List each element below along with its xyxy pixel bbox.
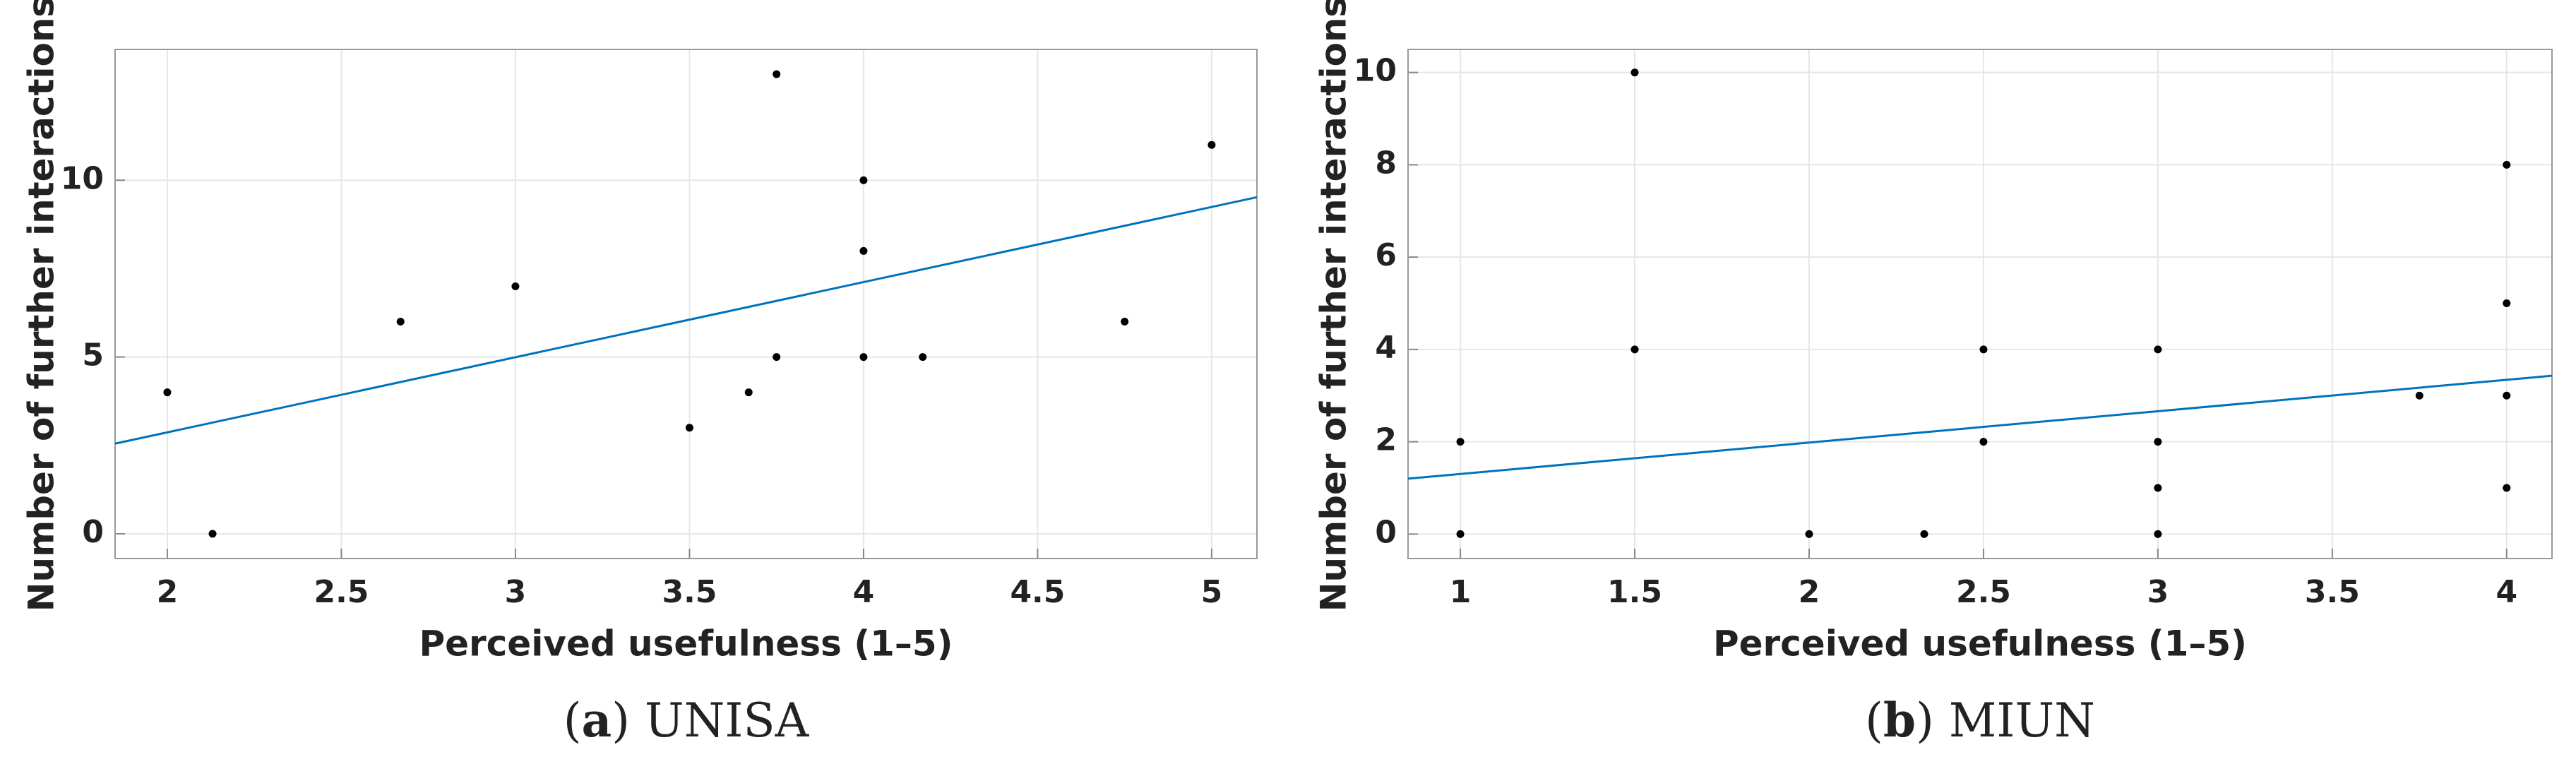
x-tick-label: 4 — [853, 574, 875, 610]
x-tick-label: 2 — [157, 574, 179, 610]
y-tick-label: 2 — [1375, 422, 1397, 458]
caption-part: ( — [1865, 693, 1883, 748]
x-tick-label: 3.5 — [662, 574, 717, 610]
fit-line — [114, 196, 1258, 445]
data-point — [396, 318, 405, 326]
data-point — [2154, 345, 2162, 354]
y-axis-label: Number of further interactions — [21, 0, 62, 611]
caption: (a) UNISA — [564, 693, 810, 748]
x-tick-label: 3 — [505, 574, 527, 610]
x-axis-label: Perceived usefulness (1–5) — [419, 623, 953, 664]
y-tick-label: 4 — [1375, 330, 1397, 366]
data-point — [1630, 345, 1639, 354]
data-point — [744, 388, 753, 397]
data-point — [1920, 530, 1928, 538]
data-point — [859, 353, 868, 362]
data-point — [773, 353, 781, 362]
data-point — [1121, 318, 1129, 326]
data-point — [919, 353, 927, 362]
y-tick-label: 0 — [82, 514, 104, 550]
data-point — [1208, 141, 1216, 149]
caption-part: b — [1883, 693, 1916, 748]
data-point — [773, 70, 781, 78]
data-point — [859, 176, 868, 184]
data-point — [1979, 345, 1988, 354]
y-axis-label: Number of further interactions — [1313, 0, 1354, 611]
data-point — [1979, 438, 1988, 446]
y-tick-label: 5 — [82, 338, 104, 374]
data-point — [1805, 530, 1813, 538]
plot-frame — [1407, 49, 2553, 559]
plot-frame — [114, 49, 1258, 559]
data-point — [1456, 530, 1465, 538]
data-point — [685, 424, 693, 432]
chart-panel: 1 1.5 2 2.5 3 3.5 4 0 2 4 6 8 10 Perceived usefulness… — [1313, 0, 2553, 748]
x-tick-label: 3 — [2147, 574, 2169, 610]
data-point — [2154, 530, 2162, 538]
caption-part: a — [581, 693, 612, 748]
y-tick-label: 6 — [1375, 237, 1397, 273]
x-axis-label: Perceived usefulness (1–5) — [1713, 623, 2247, 664]
caption-part: ( — [564, 693, 582, 748]
y-tick-label: 0 — [1375, 514, 1397, 550]
y-tick-label: 10 — [61, 160, 104, 196]
caption: (b) MIUN — [1865, 693, 2095, 748]
caption-part: ) UNISA — [612, 693, 809, 748]
data-point — [2154, 438, 2162, 446]
data-point — [2503, 484, 2511, 492]
x-tick-label: 2 — [1799, 574, 1820, 610]
data-point — [2503, 299, 2511, 308]
x-tick-label: 5 — [1201, 574, 1223, 610]
data-point — [163, 388, 172, 397]
x-tick-label: 2.5 — [1956, 574, 2011, 610]
fit-line — [1407, 374, 2553, 480]
x-tick-label: 4 — [2496, 574, 2517, 610]
y-tick-label: 10 — [1354, 53, 1397, 89]
x-tick-label: 4.5 — [1010, 574, 1065, 610]
x-tick-label: 1.5 — [1607, 574, 1662, 610]
data-point — [2154, 484, 2162, 492]
data-point — [511, 282, 520, 290]
data-point — [208, 530, 217, 538]
x-tick-label: 1 — [1450, 574, 1472, 610]
x-tick-label: 2.5 — [314, 574, 369, 610]
caption-part: ) MIUN — [1916, 693, 2095, 748]
y-tick-label: 8 — [1375, 145, 1397, 181]
data-point — [2415, 391, 2423, 400]
chart-panel: 2 2.5 3 3.5 4 4.5 5 0 5 10 Perceived usefulness (1… — [21, 0, 1258, 748]
data-point — [859, 246, 868, 255]
data-point — [2503, 391, 2511, 400]
data-point — [2503, 160, 2511, 169]
data-point — [1630, 68, 1639, 77]
data-point — [1456, 438, 1465, 446]
x-tick-label: 3.5 — [2305, 574, 2360, 610]
